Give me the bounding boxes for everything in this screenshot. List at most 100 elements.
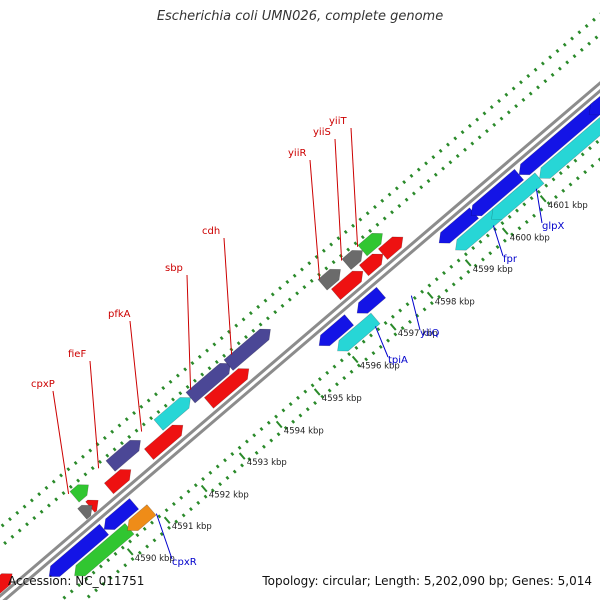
tick-dot	[110, 429, 115, 434]
tick-dot	[463, 147, 467, 152]
gene-label-cdh: cdh	[202, 226, 220, 237]
kbp-tick	[200, 484, 208, 493]
gene-arrow	[143, 424, 184, 461]
gene-label-cpxR: cpxR	[172, 557, 197, 568]
tick-dot	[59, 473, 64, 478]
tick-dot	[448, 160, 453, 165]
tick-dot	[519, 80, 523, 85]
tick-dot	[15, 510, 20, 515]
tick-dot	[296, 395, 300, 400]
tick-dot	[259, 427, 264, 432]
tick-dot	[190, 361, 195, 366]
tick-dot	[105, 453, 110, 458]
kbp-tick	[389, 323, 397, 331]
kbp-label: 4595 kbp	[322, 394, 362, 404]
tick-dot	[39, 509, 44, 514]
tick-dot	[325, 370, 330, 375]
tick-dot	[244, 335, 248, 340]
tick-dot	[283, 425, 288, 430]
kbp-scale: 4590 kbp 4591 kbp 4592 kbp 4593 kbp 4594 kbp…	[126, 195, 588, 564]
tick-dot	[515, 208, 519, 213]
tick-dot	[558, 171, 563, 176]
tick-dot	[134, 428, 139, 433]
tick-dot	[570, 36, 575, 41]
tick-dot	[327, 388, 332, 393]
tick-dot	[528, 91, 533, 96]
tick-dot	[536, 189, 541, 194]
tick-dot	[17, 528, 22, 533]
tick-dot	[467, 123, 472, 128]
tick-dot	[300, 267, 304, 272]
tick-dot	[112, 447, 117, 452]
tick-dot	[466, 269, 471, 274]
tick-dot	[565, 60, 570, 65]
tick-dot	[298, 413, 303, 418]
kbp-tick	[464, 259, 472, 267]
gene-arrow	[0, 573, 13, 594]
tick-dot	[336, 236, 341, 241]
gene-arrow	[337, 312, 381, 352]
tick-dot	[575, 176, 580, 181]
tick-dot	[106, 558, 111, 563]
genome-backbone	[0, 81, 600, 600]
tick-dot	[463, 252, 468, 257]
tick-dot	[44, 485, 49, 490]
tick-dot	[397, 203, 402, 208]
tick-dot	[400, 326, 405, 331]
tick-dot	[342, 376, 347, 381]
tick-dot	[453, 136, 458, 141]
tick-dot	[378, 344, 383, 349]
tick-dot	[321, 248, 326, 253]
tick-dot	[502, 238, 507, 243]
tick-dot	[66, 467, 71, 472]
gene-label-yiiS: yiiS	[313, 127, 331, 138]
tick-dot	[313, 401, 317, 405]
tick-dot	[343, 230, 348, 235]
kbp-label: 4596 kbp	[360, 362, 400, 372]
tick-dot	[171, 501, 176, 506]
tick-dot	[83, 472, 88, 477]
gene-arrow	[103, 469, 132, 495]
tick-dot	[404, 197, 409, 202]
tick-dot	[383, 320, 388, 325]
tick-dot	[456, 258, 461, 263]
tick-dot	[32, 516, 37, 521]
tick-dot	[484, 129, 489, 134]
gene-label-glpX: glpX	[542, 221, 564, 232]
tick-dot	[477, 135, 482, 140]
gene-arrow	[518, 100, 600, 176]
tick-dot	[183, 367, 188, 372]
tick-dot	[186, 489, 191, 494]
label-leader	[309, 159, 321, 280]
tick-dot	[254, 450, 259, 455]
tick-dot	[145, 544, 150, 549]
gene-label-yiiT: yiiT	[329, 116, 347, 127]
tick-dot	[212, 342, 217, 347]
tick-dot	[285, 279, 290, 284]
gene-features	[0, 95, 600, 594]
tick-dot	[557, 66, 562, 71]
tick-dot	[376, 327, 381, 332]
gene-arrow	[105, 439, 141, 472]
tick-dot	[568, 182, 573, 187]
tick-dot	[214, 360, 219, 365]
tick-dot	[346, 247, 351, 252]
tick-dot	[175, 373, 180, 378]
gene-label-yiiR: yiiR	[288, 148, 306, 159]
tick-dot	[305, 407, 310, 412]
kbp-tick	[163, 516, 171, 524]
tick-dot	[550, 72, 555, 77]
tick-dot	[566, 164, 571, 169]
tick-dot	[393, 332, 398, 337]
tick-dot	[278, 286, 283, 291]
kbp-label: 4601 kbp	[548, 201, 588, 211]
backbone-line	[2, 88, 600, 600]
gene-label-fpr: fpr	[503, 254, 518, 265]
tick-dot	[174, 519, 179, 524]
tick-dot	[281, 408, 286, 413]
tick-dot	[361, 339, 366, 344]
tick-dot	[62, 595, 67, 600]
tick-dot	[310, 383, 315, 388]
tick-dot	[369, 333, 373, 338]
